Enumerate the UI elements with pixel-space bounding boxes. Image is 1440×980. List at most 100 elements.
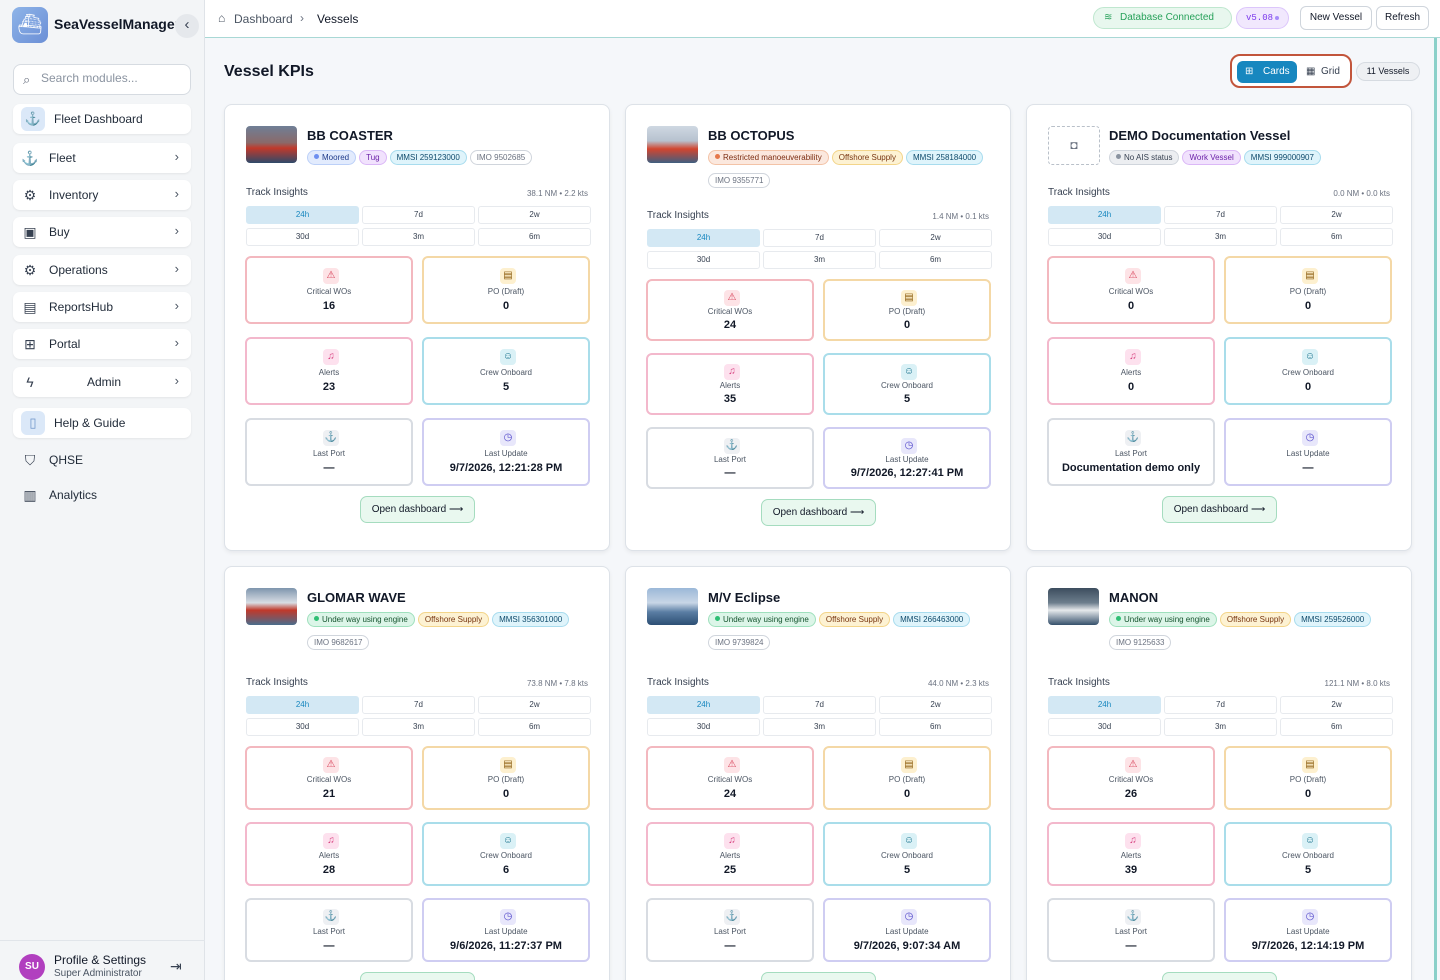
- range-7d-button[interactable]: 7d: [362, 696, 475, 714]
- range-30d-button[interactable]: 30d: [246, 228, 359, 246]
- home-icon[interactable]: ⌂: [218, 11, 226, 25]
- po-draft-tile[interactable]: ▤ PO (Draft) 0: [823, 279, 991, 341]
- range-2w-button[interactable]: 2w: [879, 696, 992, 714]
- range-24h-button[interactable]: 24h: [647, 229, 760, 247]
- crew-onboard-tile[interactable]: ☺ Crew Onboard 5: [422, 337, 590, 405]
- open-dashboard-button[interactable]: Open dashboard ⟶: [1162, 972, 1277, 980]
- range-30d-button[interactable]: 30d: [1048, 718, 1161, 736]
- alerts-tile[interactable]: ♫ Alerts 28: [245, 822, 413, 886]
- range-30d-button[interactable]: 30d: [647, 251, 760, 269]
- vessel-name[interactable]: BB OCTOPUS: [708, 128, 795, 143]
- range-2w-button[interactable]: 2w: [879, 229, 992, 247]
- profile-name[interactable]: Profile & Settings: [54, 953, 147, 967]
- avatar[interactable]: SU: [19, 954, 45, 980]
- range-30d-button[interactable]: 30d: [647, 718, 760, 736]
- range-6m-button[interactable]: 6m: [879, 251, 992, 269]
- critical-wos-tile[interactable]: ⚠ Critical WOs 24: [646, 746, 814, 810]
- collapse-sidebar-button[interactable]: ‹: [175, 14, 199, 38]
- range-6m-button[interactable]: 6m: [1280, 228, 1393, 246]
- logout-icon[interactable]: ⇥: [170, 958, 182, 974]
- open-dashboard-button[interactable]: Open dashboard ⟶: [761, 972, 876, 980]
- sidebar-item-inventory[interactable]: ⚙ Inventory ›: [13, 180, 191, 210]
- breadcrumb-dashboard[interactable]: Dashboard: [234, 12, 293, 26]
- sidebar-item-operations[interactable]: ⚙ Operations ›: [13, 255, 191, 285]
- range-3m-button[interactable]: 3m: [362, 718, 475, 736]
- last-update-tile[interactable]: ◷ Last Update 9/7/2026, 9:07:34 AM: [823, 898, 991, 962]
- crew-onboard-tile[interactable]: ☺ Crew Onboard 5: [1224, 822, 1392, 886]
- sidebar-item-help-guide[interactable]: ▯ Help & Guide: [13, 408, 191, 438]
- range-3m-button[interactable]: 3m: [763, 718, 876, 736]
- range-6m-button[interactable]: 6m: [1280, 718, 1393, 736]
- critical-wos-tile[interactable]: ⚠ Critical WOs 21: [245, 746, 413, 810]
- range-3m-button[interactable]: 3m: [362, 228, 475, 246]
- sidebar-item-fleet-dashboard[interactable]: ⚓ Fleet Dashboard: [13, 104, 191, 134]
- open-dashboard-button[interactable]: Open dashboard ⟶: [1162, 496, 1277, 523]
- po-draft-tile[interactable]: ▤ PO (Draft) 0: [422, 256, 590, 324]
- sidebar-item-admin[interactable]: ϟ Admin ›: [13, 367, 191, 397]
- crew-onboard-tile[interactable]: ☺ Crew Onboard 6: [422, 822, 590, 886]
- range-6m-button[interactable]: 6m: [478, 228, 591, 246]
- alerts-tile[interactable]: ♫ Alerts 25: [646, 822, 814, 886]
- vessel-photo[interactable]: [647, 126, 698, 163]
- critical-wos-tile[interactable]: ⚠ Critical WOs 0: [1047, 256, 1215, 324]
- vessel-photo[interactable]: [246, 588, 297, 625]
- vessel-name[interactable]: GLOMAR WAVE: [307, 590, 406, 605]
- alerts-tile[interactable]: ♫ Alerts 23: [245, 337, 413, 405]
- last-update-tile[interactable]: ◷ Last Update 9/6/2026, 11:27:37 PM: [422, 898, 590, 962]
- alerts-tile[interactable]: ♫ Alerts 0: [1047, 337, 1215, 405]
- vessel-name[interactable]: BB COASTER: [307, 128, 393, 143]
- range-2w-button[interactable]: 2w: [1280, 206, 1393, 224]
- camera-icon[interactable]: ◘: [1048, 126, 1100, 165]
- last-port-tile[interactable]: ⚓ Last Port Documentation demo only: [1047, 418, 1215, 486]
- range-7d-button[interactable]: 7d: [362, 206, 475, 224]
- last-update-tile[interactable]: ◷ Last Update 9/7/2026, 12:14:19 PM: [1224, 898, 1392, 962]
- alerts-tile[interactable]: ♫ Alerts 35: [646, 353, 814, 415]
- last-port-tile[interactable]: ⚓ Last Port —: [646, 898, 814, 962]
- new-vessel-button[interactable]: New Vessel: [1300, 6, 1372, 30]
- vessel-photo[interactable]: [246, 126, 297, 163]
- vessel-photo[interactable]: [647, 588, 698, 625]
- range-3m-button[interactable]: 3m: [763, 251, 876, 269]
- crew-onboard-tile[interactable]: ☺ Crew Onboard 5: [823, 822, 991, 886]
- range-7d-button[interactable]: 7d: [763, 696, 876, 714]
- range-30d-button[interactable]: 30d: [1048, 228, 1161, 246]
- po-draft-tile[interactable]: ▤ PO (Draft) 0: [1224, 746, 1392, 810]
- critical-wos-tile[interactable]: ⚠ Critical WOs 16: [245, 256, 413, 324]
- last-port-tile[interactable]: ⚓ Last Port —: [245, 898, 413, 962]
- range-2w-button[interactable]: 2w: [478, 206, 591, 224]
- grid-view-button[interactable]: ▦ Grid: [1300, 61, 1348, 83]
- range-24h-button[interactable]: 24h: [246, 696, 359, 714]
- last-port-tile[interactable]: ⚓ Last Port —: [646, 427, 814, 489]
- critical-wos-tile[interactable]: ⚠ Critical WOs 26: [1047, 746, 1215, 810]
- sidebar-item-buy[interactable]: ▣ Buy ›: [13, 217, 191, 247]
- po-draft-tile[interactable]: ▤ PO (Draft) 0: [422, 746, 590, 810]
- profile-section[interactable]: SU Profile & Settings Super Administrato…: [0, 940, 205, 980]
- range-30d-button[interactable]: 30d: [246, 718, 359, 736]
- range-3m-button[interactable]: 3m: [1164, 228, 1277, 246]
- last-port-tile[interactable]: ⚓ Last Port —: [1047, 898, 1215, 962]
- scrollbar[interactable]: [1434, 38, 1437, 980]
- cards-view-button[interactable]: ⊞ Cards: [1237, 61, 1297, 83]
- last-update-tile[interactable]: ◷ Last Update 9/7/2026, 12:21:28 PM: [422, 418, 590, 486]
- vessel-name[interactable]: M/V Eclipse: [708, 590, 781, 605]
- range-24h-button[interactable]: 24h: [1048, 696, 1161, 714]
- range-3m-button[interactable]: 3m: [1164, 718, 1277, 736]
- range-7d-button[interactable]: 7d: [1164, 696, 1277, 714]
- range-6m-button[interactable]: 6m: [478, 718, 591, 736]
- sidebar-item-fleet[interactable]: ⚓ Fleet ›: [13, 143, 191, 173]
- sidebar-item-qhse[interactable]: ⛉ QHSE: [13, 445, 191, 475]
- critical-wos-tile[interactable]: ⚠ Critical WOs 24: [646, 279, 814, 341]
- range-24h-button[interactable]: 24h: [246, 206, 359, 224]
- range-7d-button[interactable]: 7d: [1164, 206, 1277, 224]
- search-input[interactable]: [41, 71, 186, 85]
- vessel-photo[interactable]: [1048, 588, 1099, 625]
- sidebar-item-analytics[interactable]: ▥ Analytics: [13, 480, 191, 510]
- range-2w-button[interactable]: 2w: [1280, 696, 1393, 714]
- range-24h-button[interactable]: 24h: [1048, 206, 1161, 224]
- crew-onboard-tile[interactable]: ☺ Crew Onboard 0: [1224, 337, 1392, 405]
- alerts-tile[interactable]: ♫ Alerts 39: [1047, 822, 1215, 886]
- po-draft-tile[interactable]: ▤ PO (Draft) 0: [1224, 256, 1392, 324]
- last-update-tile[interactable]: ◷ Last Update —: [1224, 418, 1392, 486]
- range-6m-button[interactable]: 6m: [879, 718, 992, 736]
- po-draft-tile[interactable]: ▤ PO (Draft) 0: [823, 746, 991, 810]
